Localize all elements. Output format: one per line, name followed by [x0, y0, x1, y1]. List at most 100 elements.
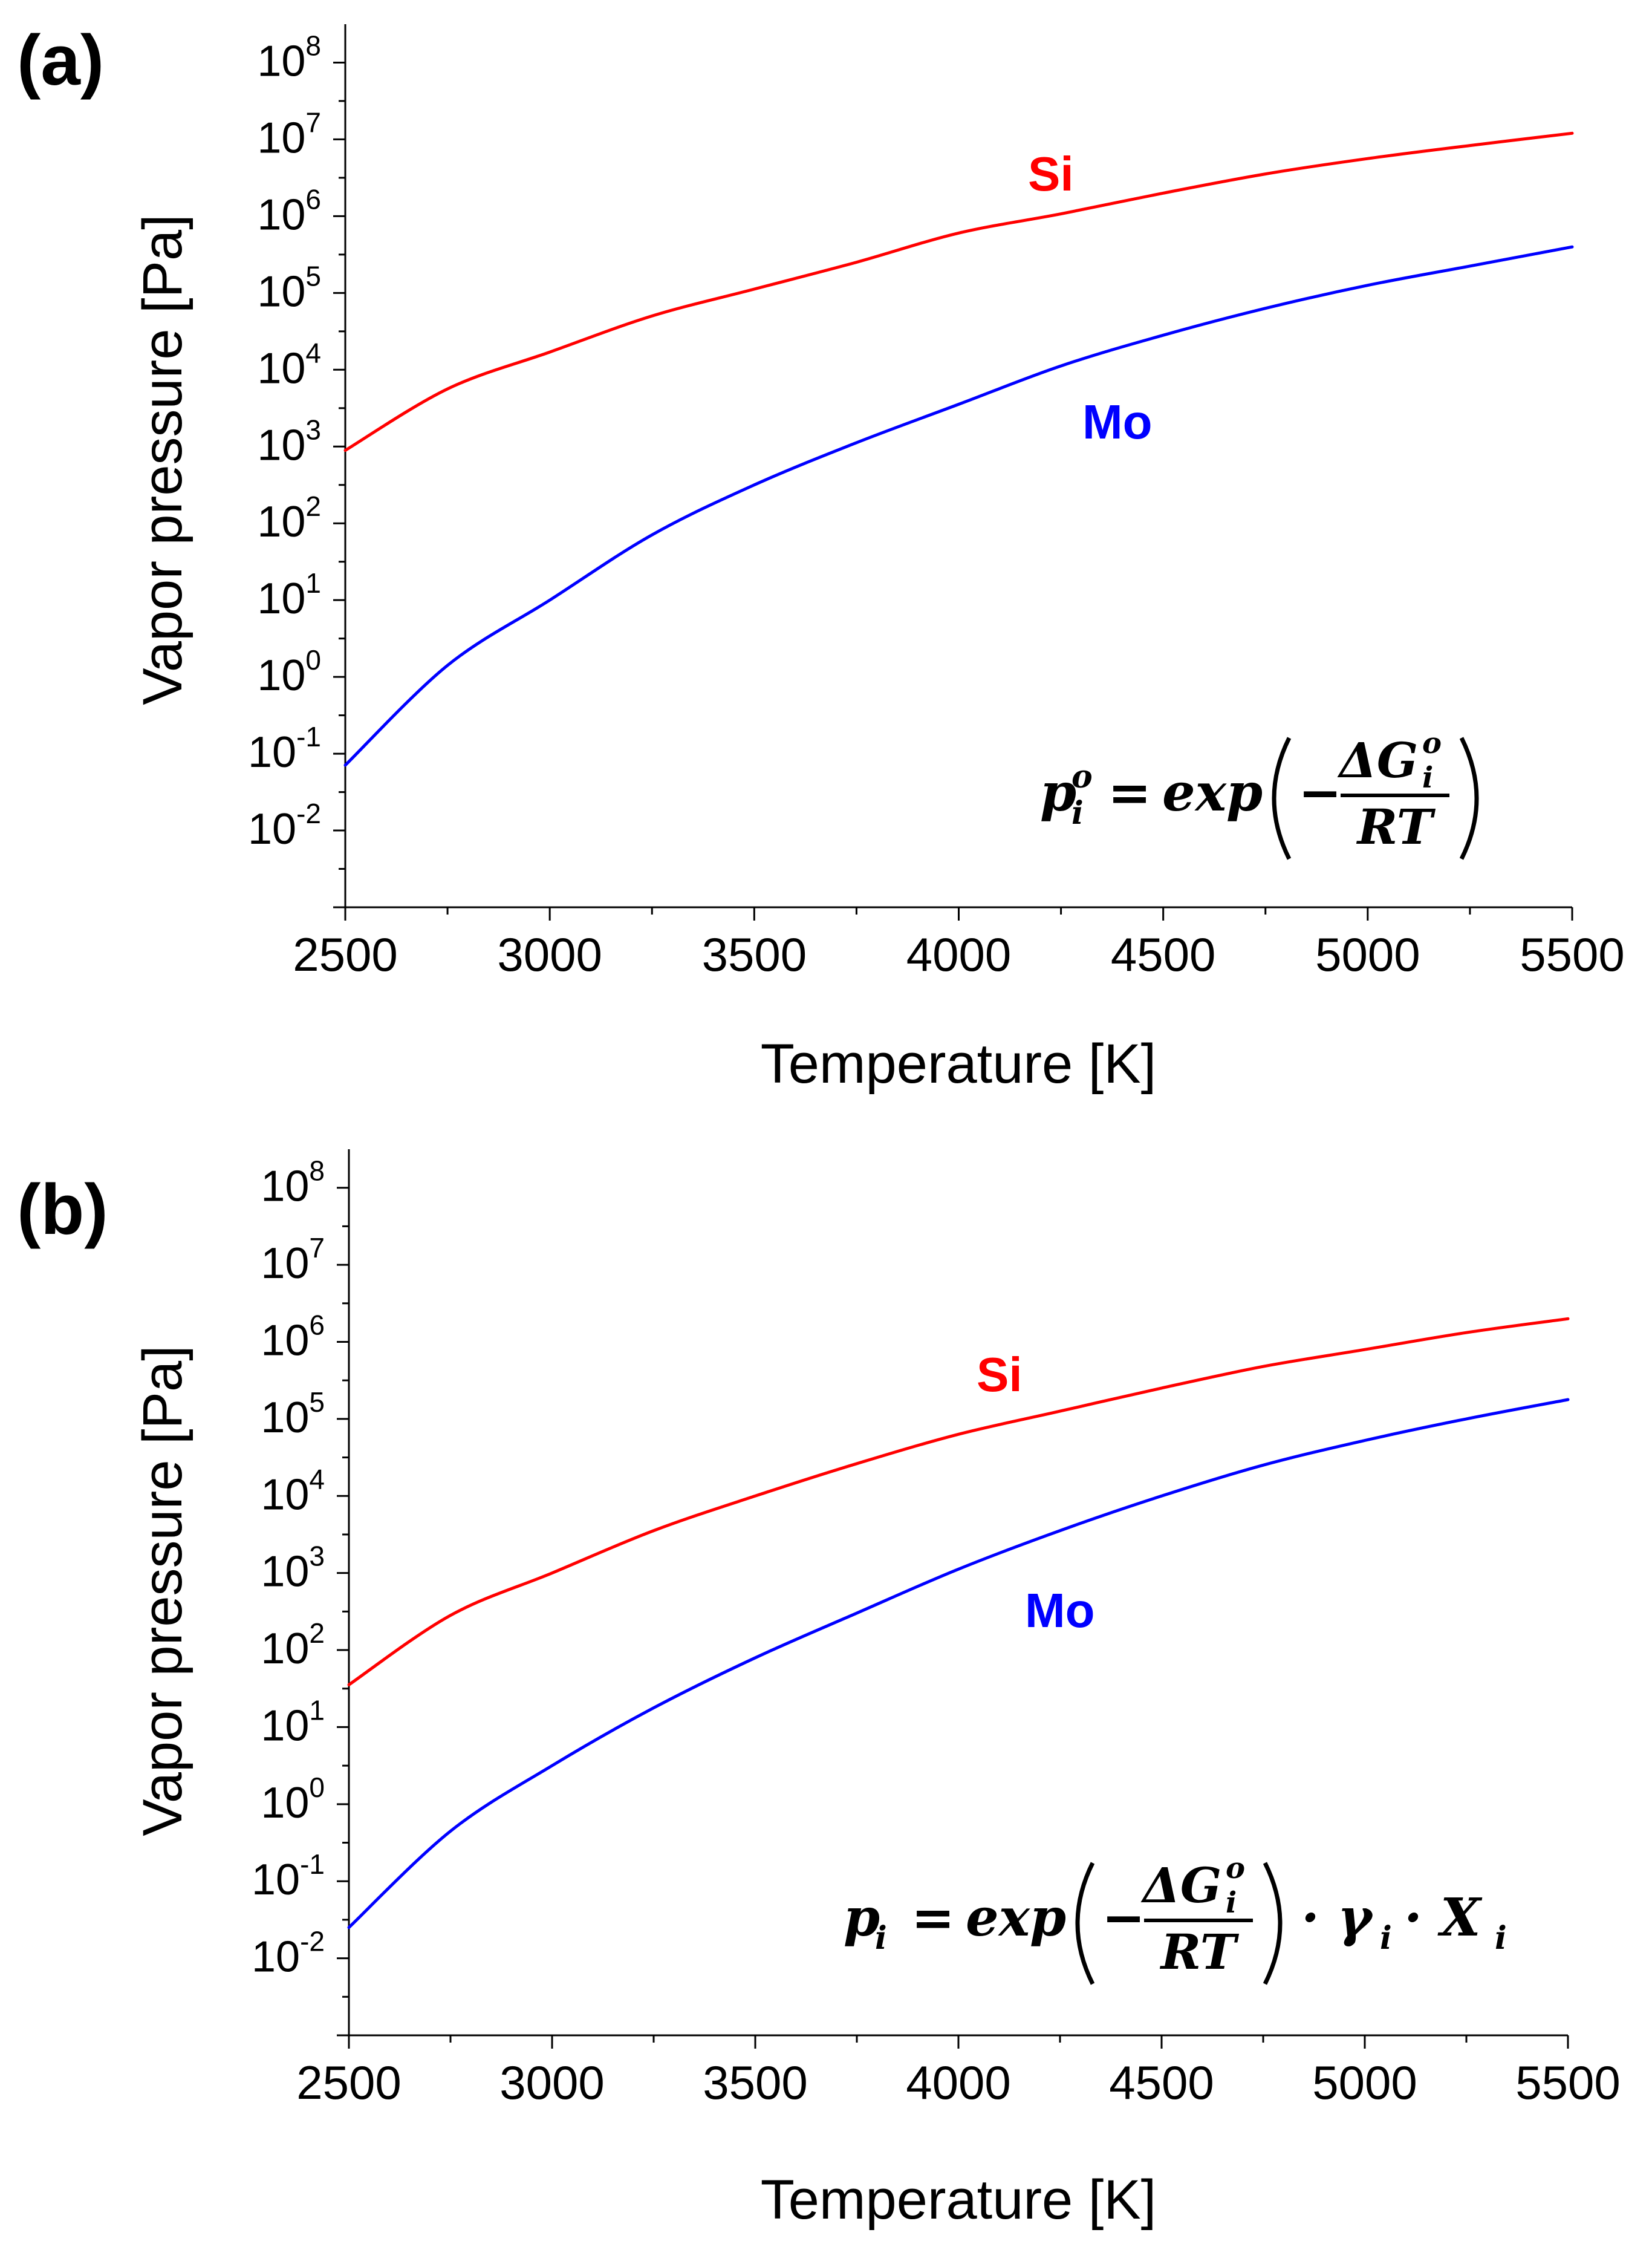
equation-num: ΔG — [1337, 732, 1418, 789]
y-tick-exponent: 7 — [305, 106, 321, 138]
y-tick-label: 107 — [261, 1232, 325, 1288]
y-tick-label: 10-1 — [248, 721, 321, 777]
equation-minus: − — [1102, 1887, 1145, 1948]
y-tick-base: 10 — [261, 1163, 309, 1211]
equation-tail: · γ — [1301, 1887, 1374, 1948]
equation-lhs-sup: o — [1072, 758, 1093, 795]
equation-lhs: p — [844, 1887, 880, 1948]
y-tick-exponent: 1 — [305, 567, 321, 599]
equation-num: ΔG — [1140, 1857, 1221, 1914]
y-tick-base: 10 — [252, 1933, 300, 1981]
y-tick-label: 106 — [261, 1309, 325, 1365]
y-tick-exponent: 0 — [309, 1772, 325, 1803]
x-tick-label: 4500 — [1109, 2056, 1214, 2109]
y-tick-exponent: 0 — [305, 644, 321, 676]
y-tick-exponent: 8 — [309, 1155, 325, 1187]
panel-label: (b) — [17, 1170, 108, 1250]
y-tick-label: 108 — [261, 1155, 325, 1211]
y-tick-exponent: 7 — [309, 1232, 325, 1264]
equation-minus: − — [1298, 762, 1342, 823]
y-tick-label: 103 — [261, 1541, 325, 1596]
y-tick-base: 10 — [261, 1701, 309, 1750]
equation-right-paren — [1263, 1862, 1283, 1985]
y-tick-exponent: 4 — [309, 1463, 325, 1495]
y-tick-exponent: -1 — [296, 721, 321, 752]
x-tick-label: 5500 — [1520, 928, 1625, 981]
equation-num-sup: o — [1422, 726, 1442, 760]
y-tick-base: 10 — [257, 651, 305, 700]
y-tick-base: 10 — [257, 344, 305, 393]
series-line-mo — [347, 1398, 1570, 1929]
y-tick-label: 100 — [261, 1772, 325, 1827]
y-tick-base: 10 — [248, 728, 296, 777]
series-line-si — [343, 131, 1574, 452]
y-tick-base: 10 — [261, 1548, 309, 1596]
y-tick-base: 10 — [248, 805, 296, 853]
panel-label: (a) — [17, 21, 104, 100]
equation-fn: exp — [1162, 762, 1263, 823]
y-tick-base: 10 — [257, 191, 305, 239]
y-tick-label: 103 — [257, 414, 321, 469]
y-tick-base: 10 — [257, 421, 305, 469]
series-line-si — [347, 1317, 1570, 1686]
equation-lhs-sub: i — [875, 1920, 887, 1957]
x-tick-label: 3500 — [702, 928, 807, 981]
y-tick-label: 108 — [257, 30, 321, 85]
y-tick-exponent: 1 — [309, 1694, 325, 1726]
y-tick-base: 10 — [261, 1394, 309, 1442]
equation-fn: exp — [966, 1887, 1066, 1948]
equation-tail-sub2: i — [1495, 1920, 1507, 1957]
equation-left-paren — [1272, 737, 1292, 860]
y-tick-base: 10 — [261, 1779, 309, 1827]
y-tick-label: 102 — [257, 491, 321, 546]
x-tick-label: 4000 — [906, 928, 1012, 981]
x-tick-label: 3000 — [497, 928, 602, 981]
y-tick-label: 10-2 — [252, 1926, 325, 1981]
y-tick-base: 10 — [261, 1625, 309, 1673]
y-tick-exponent: 2 — [309, 1617, 325, 1649]
y-tick-exponent: 6 — [309, 1309, 325, 1340]
y-tick-label: 105 — [257, 260, 321, 316]
y-tick-label: 104 — [261, 1463, 325, 1519]
y-tick-base: 10 — [257, 575, 305, 623]
y-tick-label: 104 — [257, 337, 321, 393]
y-tick-exponent: 8 — [305, 30, 321, 61]
x-tick-label: 5000 — [1315, 928, 1420, 981]
equation-left-paren — [1075, 1862, 1095, 1985]
equation-right-paren — [1459, 737, 1479, 860]
chart-panel-a: (a)2500 3000 3500 4000 4500 5000 550010-210-11… — [17, 21, 1625, 1095]
y-tick-label: 100 — [257, 644, 321, 700]
y-tick-label: 101 — [257, 567, 321, 623]
y-tick-base: 10 — [261, 1470, 309, 1519]
y-tick-base: 10 — [261, 1316, 309, 1365]
y-tick-exponent: 3 — [305, 414, 321, 445]
series-label-mo: Mo — [1025, 1584, 1095, 1637]
x-axis-title: Temperature [K] — [761, 1033, 1157, 1095]
y-tick-label: 10-1 — [252, 1848, 325, 1904]
y-axis-title: Vapor pressure [Pa] — [132, 214, 193, 705]
equation-lhs: p — [1040, 762, 1076, 823]
y-axis-title: Vapor pressure [Pa] — [132, 1345, 193, 1836]
series-label-si: Si — [1028, 147, 1074, 201]
y-tick-label: 10-2 — [248, 798, 321, 853]
x-tick-label: 5000 — [1312, 2056, 1417, 2109]
y-tick-base: 10 — [261, 1239, 309, 1288]
series-label-mo: Mo — [1082, 395, 1153, 449]
x-axis-title: Temperature [K] — [761, 2169, 1157, 2231]
x-tick-label: 2500 — [296, 2056, 402, 2109]
equation-num-sub: i — [1422, 761, 1433, 795]
chart-panel-b: (b)2500 3000 3500 4000 4500 5000 550010-210-11… — [17, 1149, 1621, 2231]
y-tick-exponent: 4 — [305, 337, 321, 368]
y-tick-label: 101 — [261, 1694, 325, 1750]
y-tick-exponent: -2 — [300, 1926, 325, 1957]
y-tick-label: 102 — [261, 1617, 325, 1673]
y-tick-label: 107 — [257, 106, 321, 162]
y-tick-exponent: 5 — [309, 1386, 325, 1418]
x-tick-label: 2500 — [293, 928, 398, 981]
y-tick-exponent: 3 — [309, 1541, 325, 1572]
y-tick-base: 10 — [257, 37, 305, 85]
x-tick-label: 4000 — [906, 2056, 1011, 2109]
